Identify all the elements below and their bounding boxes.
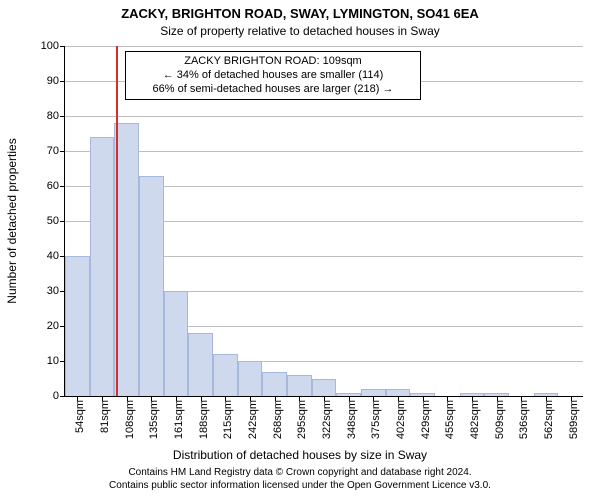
y-axis-label: Number of detached properties (5, 138, 19, 303)
y-tick-label: 0 (53, 390, 65, 402)
x-tick-label: 589sqm (562, 396, 580, 439)
histogram-chart: ZACKY, BRIGHTON ROAD, SWAY, LYMINGTON, S… (0, 0, 600, 500)
bar (213, 354, 238, 396)
bar-slot: 562sqm (534, 46, 559, 396)
y-tick-label: 100 (41, 40, 65, 52)
bar (65, 256, 90, 396)
bar-slot: 536sqm (509, 46, 534, 396)
x-tick-label: 509sqm (488, 396, 506, 439)
y-tick-label: 50 (47, 215, 65, 227)
bar (238, 361, 263, 396)
footer-line-1: Contains HM Land Registry data © Crown c… (0, 466, 600, 479)
annotation-line: ZACKY BRIGHTON ROAD: 109sqm (132, 55, 414, 69)
annotation-line: ← 34% of detached houses are smaller (11… (132, 69, 414, 83)
x-tick-label: 402sqm (389, 396, 407, 439)
bar (386, 389, 411, 396)
bar-slot: 81sqm (90, 46, 115, 396)
bar (312, 379, 337, 397)
x-tick-label: 215sqm (216, 396, 234, 439)
x-tick-label: 81sqm (93, 396, 111, 433)
bar (139, 176, 164, 397)
property-annotation: ZACKY BRIGHTON ROAD: 109sqm← 34% of deta… (125, 51, 421, 100)
bar (114, 123, 139, 396)
bar-slot: 54sqm (65, 46, 90, 396)
x-tick-label: 322sqm (315, 396, 333, 439)
y-tick-label: 40 (47, 250, 65, 262)
chart-subtitle: Size of property relative to detached ho… (0, 24, 600, 38)
x-tick-label: 375sqm (364, 396, 382, 439)
bar-slot: 589sqm (558, 46, 583, 396)
bar-slot: 509sqm (484, 46, 509, 396)
plot-area: 0102030405060708090100 54sqm81sqm108sqm1… (64, 46, 583, 397)
y-tick-label: 60 (47, 180, 65, 192)
y-tick-label: 70 (47, 145, 65, 157)
y-tick-label: 20 (47, 320, 65, 332)
x-tick-label: 348sqm (340, 396, 358, 439)
bar (90, 137, 115, 396)
bar (262, 372, 287, 397)
x-tick-label: 135sqm (142, 396, 160, 439)
x-tick-label: 108sqm (118, 396, 136, 439)
y-tick-label: 80 (47, 110, 65, 122)
bar-slot: 482sqm (460, 46, 485, 396)
x-tick-label: 295sqm (290, 396, 308, 439)
x-tick-label: 161sqm (167, 396, 185, 439)
x-tick-label: 54sqm (68, 396, 86, 433)
bar (361, 389, 386, 396)
footer-attribution: Contains HM Land Registry data © Crown c… (0, 466, 600, 492)
y-tick-label: 90 (47, 75, 65, 87)
property-marker-line (116, 46, 118, 396)
y-tick-label: 30 (47, 285, 65, 297)
x-tick-label: 455sqm (438, 396, 456, 439)
bar (287, 375, 312, 396)
x-tick-label: 536sqm (512, 396, 530, 439)
x-tick-label: 188sqm (192, 396, 210, 439)
bar (164, 291, 189, 396)
x-tick-label: 562sqm (537, 396, 555, 439)
x-tick-label: 429sqm (414, 396, 432, 439)
y-tick-label: 10 (47, 355, 65, 367)
bar-slot: 455sqm (435, 46, 460, 396)
x-tick-label: 268sqm (266, 396, 284, 439)
chart-title: ZACKY, BRIGHTON ROAD, SWAY, LYMINGTON, S… (0, 6, 600, 21)
x-tick-label: 242sqm (241, 396, 259, 439)
x-axis-label: Distribution of detached houses by size … (0, 448, 600, 462)
footer-line-2: Contains public sector information licen… (0, 479, 600, 492)
annotation-line: 66% of semi-detached houses are larger (… (132, 83, 414, 97)
x-tick-label: 482sqm (463, 396, 481, 439)
bar (188, 333, 213, 396)
